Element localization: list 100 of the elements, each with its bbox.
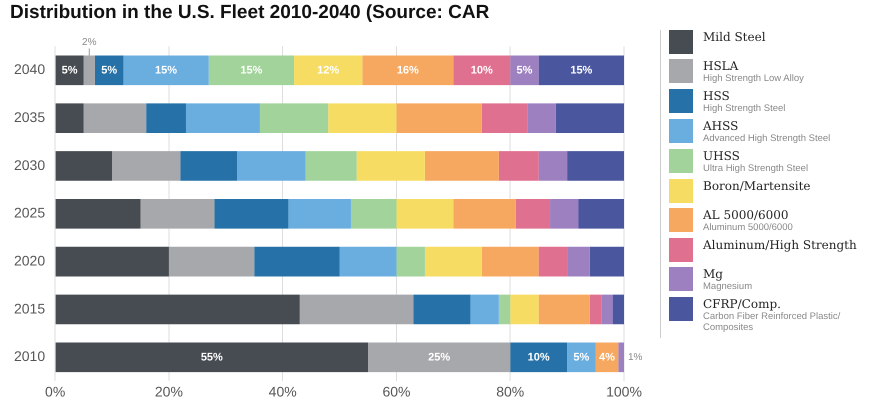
y-tick-label: 2010 [14, 348, 46, 364]
bar [567, 151, 624, 181]
data-label: 25% [428, 351, 450, 364]
bar [550, 198, 578, 229]
y-tick-label: 2015 [14, 300, 46, 316]
legend-label: AHSS Advanced High Strength Steel [703, 119, 830, 144]
bar [396, 246, 425, 276]
bar [123, 55, 209, 86]
bar [56, 55, 84, 86]
bar [180, 151, 238, 181]
bar [538, 246, 568, 276]
bar [237, 151, 306, 181]
bar [140, 198, 214, 229]
x-tick-label: 20% [154, 383, 183, 400]
legend-label: HSS High Strength Steel [703, 89, 786, 114]
data-label: 55% [200, 351, 224, 364]
x-tick-label: 40% [268, 383, 297, 400]
bar [56, 342, 368, 372]
bar [356, 151, 425, 181]
bar [482, 103, 528, 133]
y-tick-label: 2035 [14, 109, 46, 125]
bar [208, 55, 294, 86]
bar [527, 103, 556, 133]
legend-label: Mg Magnesium [703, 267, 752, 292]
bar [424, 246, 482, 276]
bar [168, 246, 254, 276]
x-tick-label: 60% [382, 383, 410, 400]
bar [56, 246, 169, 276]
legend-label: UHSS Ultra High Strength Steel [703, 149, 808, 174]
bar [424, 151, 499, 181]
bar [362, 55, 454, 86]
y-tick-label: 2020 [14, 252, 46, 268]
bar [567, 342, 596, 372]
bar [538, 151, 568, 181]
bar [590, 246, 624, 276]
bar [56, 151, 112, 181]
x-tick-label: 100% [606, 383, 642, 400]
x-tick-label: 0% [45, 383, 66, 400]
bar [556, 103, 624, 133]
bar [612, 294, 624, 324]
bar [186, 103, 260, 133]
legend-label: CFRP/Comp. Carbon Fiber Reinforced Plastic/ Composites [703, 297, 842, 333]
data-label: 12% [317, 64, 340, 76]
data-label: 15% [570, 64, 593, 76]
data-label: 5% [516, 64, 533, 76]
bar [328, 103, 396, 133]
bar [56, 103, 84, 133]
bar [396, 198, 454, 229]
chart-title: Distribution in the U.S. Fleet 2010-2040 (Source: CAR [10, 2, 490, 24]
data-label: 10% [470, 64, 494, 76]
data-label: 2% [82, 37, 97, 48]
legend-label: HSLA High Strength Low Alloy [703, 59, 804, 84]
bar [84, 55, 95, 86]
bar [146, 103, 186, 133]
bar [510, 55, 539, 86]
data-label: 10% [528, 351, 550, 364]
bar [482, 246, 539, 276]
data-label: 15% [155, 64, 178, 76]
data-label: 1% [628, 352, 643, 364]
y-tick-label: 2030 [14, 156, 46, 173]
bar [453, 55, 510, 86]
data-label: 5% [62, 64, 78, 76]
bar [214, 198, 288, 229]
bar [254, 246, 340, 276]
bar [84, 103, 146, 133]
bar [567, 246, 590, 276]
bar [340, 246, 396, 276]
bar [260, 103, 328, 133]
x-tick-label: 80% [496, 383, 524, 400]
bar [94, 55, 124, 86]
data-label: 5% [101, 64, 118, 76]
bar [538, 294, 590, 324]
legend-label: Mild Steel [703, 30, 766, 44]
bar [414, 294, 470, 324]
bar [288, 198, 351, 229]
data-label: 5% [573, 351, 590, 364]
bar [510, 294, 539, 324]
bar [590, 294, 602, 324]
bar [56, 294, 300, 324]
data-label: 16% [396, 64, 420, 76]
data-label: 4% [598, 351, 616, 364]
bar [56, 198, 140, 229]
y-tick-label: 2025 [14, 204, 46, 221]
legend-label: Aluminum/High Strength [703, 238, 857, 252]
bar [112, 151, 180, 181]
bar [300, 294, 414, 324]
bar [618, 342, 624, 372]
bar [498, 151, 539, 181]
bar [350, 198, 396, 229]
bar [396, 103, 482, 133]
bar [368, 342, 510, 372]
legend-label: Boron/Martensite [703, 179, 811, 193]
y-tick-label: 2040 [14, 61, 46, 78]
bar [516, 198, 550, 229]
bar [578, 198, 624, 229]
bar [470, 294, 499, 324]
bar [294, 55, 362, 86]
legend-label: AL 5000/6000 Aluminum 5000/6000 [703, 208, 793, 233]
bar [510, 342, 568, 372]
bar [538, 55, 624, 86]
